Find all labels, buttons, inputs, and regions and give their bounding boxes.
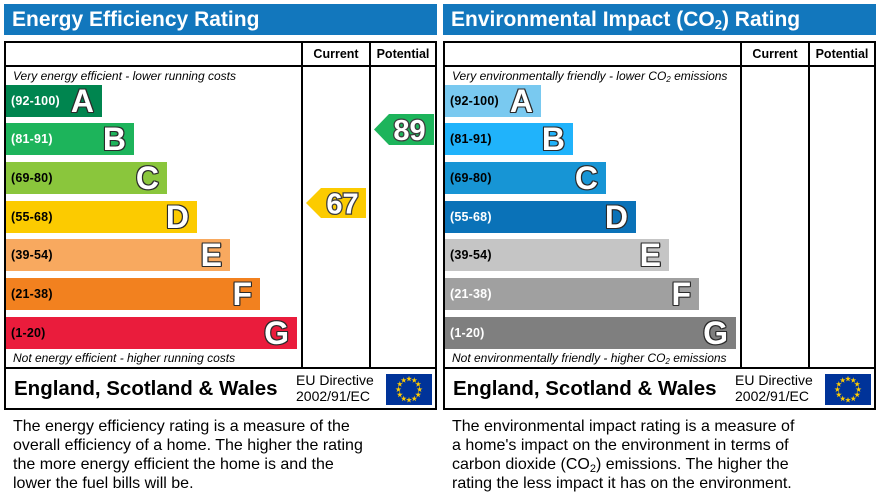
svg-text:89: 89: [393, 115, 425, 145]
svg-text:67: 67: [326, 189, 358, 218]
